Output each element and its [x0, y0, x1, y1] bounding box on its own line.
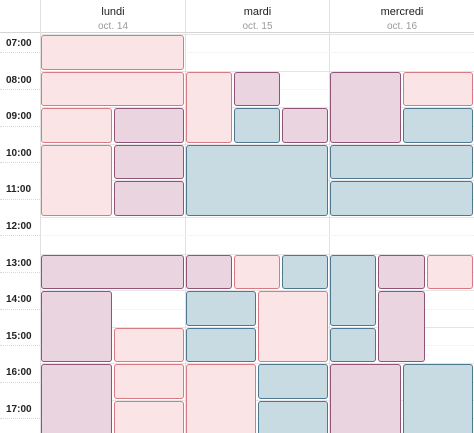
hour-gridline: [40, 34, 474, 35]
calendar-event[interactable]: [41, 35, 184, 70]
hour-label: 08:00: [6, 74, 32, 86]
hour-gridline: [40, 326, 474, 328]
calendar-event[interactable]: [258, 291, 328, 363]
hour-label: 16:00: [6, 367, 32, 379]
calendar-event[interactable]: [41, 364, 112, 433]
day-header-monday[interactable]: lundi oct. 14: [40, 0, 185, 32]
calendar-event[interactable]: [113, 364, 184, 399]
hour-gridline: [40, 107, 474, 109]
half-hour-gridline: [40, 345, 474, 347]
half-hour-gridline: [40, 52, 474, 54]
calendar-event[interactable]: [378, 254, 425, 290]
hour-gridline: [40, 363, 474, 365]
label-half-divider: [0, 235, 40, 237]
hour-gridline: [40, 143, 474, 145]
label-half-divider: [0, 271, 40, 273]
hour-gridline: [40, 70, 474, 72]
hour-gridline: [40, 400, 474, 401]
calendar-event[interactable]: [426, 254, 473, 290]
calendar-event[interactable]: [330, 364, 401, 433]
calendar-event[interactable]: [402, 71, 473, 107]
label-half-divider: [0, 88, 40, 90]
label-half-divider: [0, 125, 40, 127]
calendar-event[interactable]: [41, 108, 112, 143]
calendar-event[interactable]: [113, 108, 184, 143]
calendar-event[interactable]: [186, 291, 256, 326]
hour-label: 15:00: [6, 330, 32, 342]
label-half-divider: [0, 162, 40, 164]
day-name: mardi: [243, 6, 272, 18]
hour-label: 12:00: [6, 221, 32, 232]
header-divider: [0, 32, 474, 33]
day-date: oct. 16: [386, 21, 418, 32]
calendar-event[interactable]: [113, 181, 184, 216]
hour-label: 07:00: [6, 38, 32, 49]
half-hour-gridline: [40, 418, 474, 420]
calendar-event[interactable]: [330, 181, 473, 216]
column-divider: [329, 0, 330, 433]
calendar-event[interactable]: [234, 71, 280, 107]
day-date: oct. 14: [97, 21, 129, 32]
half-hour-gridline: [40, 381, 474, 383]
calendar-event[interactable]: [234, 108, 280, 143]
calendar-event[interactable]: [378, 291, 425, 363]
calendar-event[interactable]: [113, 327, 184, 363]
label-half-divider: [0, 198, 40, 200]
hour-label: 17:00: [6, 404, 32, 415]
column-divider: [185, 0, 186, 433]
calendar-event[interactable]: [330, 71, 401, 143]
calendar-event[interactable]: [41, 144, 112, 216]
half-hour-gridline: [40, 308, 474, 310]
calendar-event[interactable]: [41, 254, 184, 290]
hour-gridline: [40, 253, 474, 255]
calendar-event[interactable]: [258, 364, 328, 399]
day-date: oct. 15: [242, 21, 273, 32]
hour-label: 14:00: [6, 294, 32, 306]
calendar-event[interactable]: [41, 291, 112, 363]
calendar-event[interactable]: [186, 71, 232, 143]
day-header-wednesday[interactable]: mercredi oct. 16: [329, 0, 474, 32]
label-half-divider: [0, 52, 40, 54]
calendar-event[interactable]: [330, 144, 473, 180]
calendar-event[interactable]: [113, 401, 184, 433]
column-divider: [40, 0, 41, 433]
calendar-event[interactable]: [186, 144, 328, 216]
hour-label: 13:00: [6, 257, 32, 269]
calendar-event[interactable]: [402, 108, 473, 143]
calendar-event[interactable]: [402, 364, 473, 433]
hour-label: 09:00: [6, 111, 32, 123]
calendar-event[interactable]: [330, 327, 377, 363]
calendar-event[interactable]: [186, 364, 256, 433]
half-hour-gridline: [40, 235, 474, 237]
day-header-tuesday[interactable]: mardi oct. 15: [185, 0, 329, 32]
calendar-event[interactable]: [282, 108, 328, 143]
hour-label: 10:00: [6, 147, 32, 159]
calendar-event[interactable]: [113, 144, 184, 180]
calendar-event[interactable]: [41, 71, 184, 107]
hour-gridline: [40, 290, 474, 292]
calendar-event[interactable]: [282, 254, 328, 290]
calendar-event[interactable]: [186, 254, 232, 290]
calendar-event[interactable]: [186, 327, 256, 363]
hour-label: 11:00: [6, 184, 32, 196]
label-half-divider: [0, 308, 40, 310]
calendar-event[interactable]: [234, 254, 280, 290]
calendar-event[interactable]: [258, 401, 328, 433]
label-half-divider: [0, 345, 40, 347]
calendar-event[interactable]: [330, 254, 377, 326]
label-half-divider: [0, 381, 40, 383]
day-name: lundi: [101, 6, 125, 18]
day-name: mercredi: [380, 6, 424, 18]
label-half-divider: [0, 418, 40, 420]
hour-gridline: [40, 217, 474, 218]
